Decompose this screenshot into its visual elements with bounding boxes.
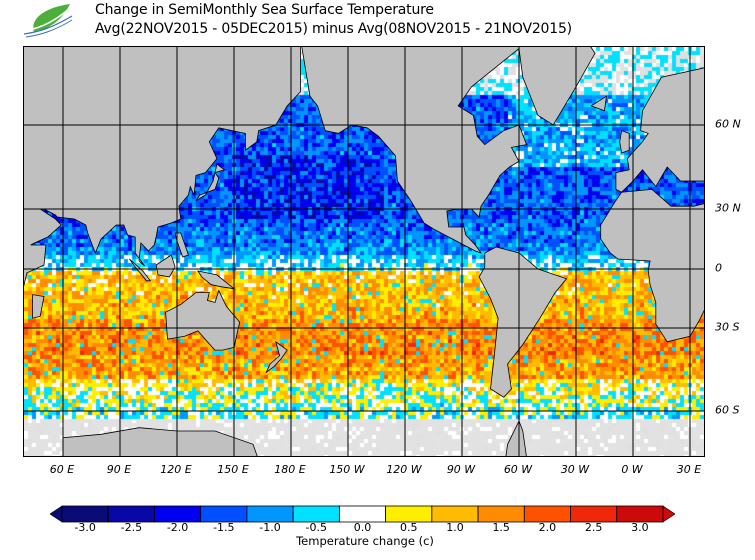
colorbar-swatch [200, 505, 248, 523]
longitude-label: 150 E [217, 463, 249, 476]
colorbar-label: 1.0 [446, 521, 464, 534]
colorbar-label: 2.5 [584, 521, 603, 534]
arabia-africa-east [24, 208, 62, 287]
africa [600, 188, 704, 343]
longitude-label: 120 W [386, 463, 422, 476]
madagascar [32, 294, 45, 319]
colorbar-swatch [523, 505, 571, 523]
longitude-label: 0 W [621, 463, 643, 476]
latitude-label: 30 N [715, 201, 741, 215]
longitude-label: 60 W [503, 463, 533, 476]
europe [615, 67, 704, 193]
longitude-label: 150 W [329, 463, 365, 476]
colorbar-swatch [570, 505, 618, 523]
colorbar-label: -0.5 [305, 521, 327, 534]
longitude-label: 180 E [274, 463, 306, 476]
colorbar-label: 3.0 [631, 521, 649, 534]
antarctica-east [62, 427, 258, 456]
colorbar-label: -1.0 [259, 521, 281, 534]
colorbar-label: 0.0 [353, 521, 372, 534]
australia [165, 289, 241, 351]
iceland [590, 95, 607, 112]
colorbar-swatch [292, 505, 340, 523]
colorbar-swatch [616, 505, 664, 523]
latitude-label: 60 N [715, 117, 741, 131]
colorbar-swatch [246, 505, 294, 523]
latitude-label: 60 S [715, 403, 740, 417]
logo [23, 4, 73, 38]
sst-change-map [23, 46, 705, 457]
colorbar-swatch [338, 505, 387, 523]
chart-subtitle: Avg(22NOV2015 - 05DEC2015) minus Avg(08N… [95, 21, 572, 37]
longitude-label: 90 W [446, 463, 476, 476]
longitude-label: 60 E [49, 463, 75, 476]
colorbar-label: -1.5 [213, 521, 235, 534]
north-america [301, 47, 528, 254]
colorbar-label: -2.0 [166, 521, 189, 534]
south-america [478, 246, 568, 398]
longitude-label: 90 E [106, 463, 132, 476]
asia-landmass [24, 47, 301, 267]
colorbar-swatch [431, 505, 479, 523]
colorbar-swatch [385, 505, 433, 523]
borneo [155, 254, 176, 278]
new-guinea [197, 270, 236, 290]
map-overlay [24, 47, 704, 456]
colorbar-label: 2.0 [538, 521, 557, 534]
greenland [518, 47, 596, 126]
colorbar-swatch [154, 505, 202, 523]
colorbar-title: Temperature change (c) [296, 534, 434, 548]
great-britain [619, 130, 630, 154]
colorbar-swatch [107, 505, 155, 523]
colorbar [50, 505, 675, 523]
latitude-label: 30 S [715, 320, 740, 334]
chart-title: Change in SemiMonthly Sea Surface Temper… [95, 2, 434, 18]
colorbar-swatch [477, 505, 525, 523]
colorbar-label: 0.5 [399, 521, 418, 534]
longitude-label: 120 E [160, 463, 192, 476]
latitude-label: 0 [715, 261, 722, 275]
colorbar-label: -2.5 [120, 521, 143, 534]
longitude-label: 30 W [560, 463, 590, 476]
new-zealand [265, 340, 288, 374]
colorbar-label: -3.0 [74, 521, 96, 534]
japan [195, 163, 226, 201]
antarctic-peninsula [505, 419, 527, 456]
colorbar-label: 1.5 [492, 521, 510, 534]
colorbar-swatch [61, 505, 109, 523]
colorbar-arrow-low [50, 505, 63, 523]
longitude-label: 30 E [676, 463, 702, 476]
colorbar-arrow-high [662, 505, 675, 523]
